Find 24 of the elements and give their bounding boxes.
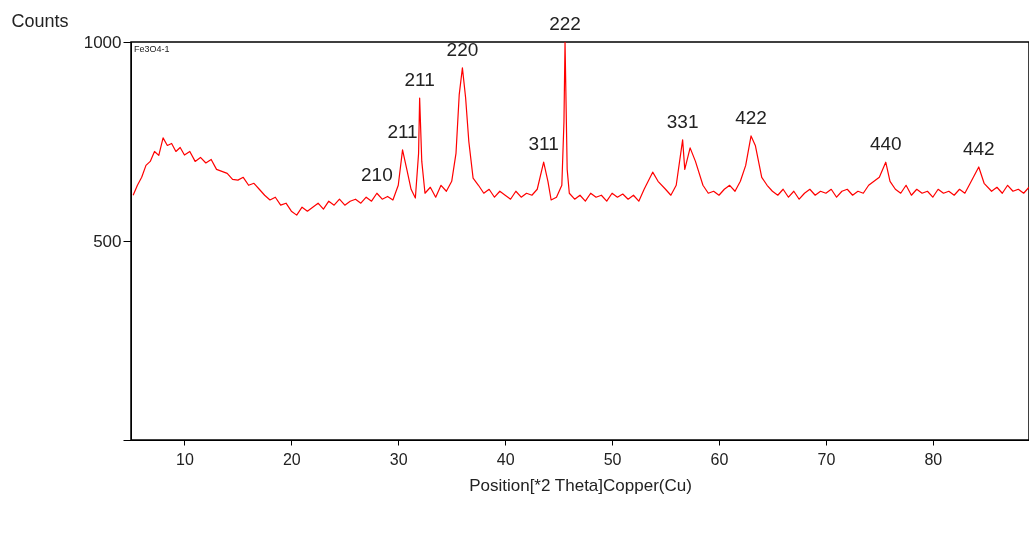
line-series: [132, 42, 1029, 216]
x-tick-label: 50: [603, 450, 622, 468]
y-tick-label: 500: [93, 231, 122, 251]
annotation: 331: [666, 110, 699, 132]
annotation: 220: [446, 38, 479, 60]
x-tick-label: 10: [176, 450, 194, 468]
x-tick-label: 60: [710, 450, 729, 468]
annotation: 210: [361, 164, 393, 186]
annotation: 211: [404, 69, 435, 91]
x-tick-label: 70: [817, 450, 836, 468]
annotation: Fe3O4-1: [134, 44, 170, 54]
y-tick-label: 1000: [83, 32, 122, 52]
annotation: 422: [735, 106, 767, 128]
annotation: 222: [549, 13, 581, 34]
x-axis-title: Position[*2 Theta]Copper(Cu): [469, 475, 692, 495]
annotation: 211: [387, 120, 418, 142]
annotation: 440: [869, 133, 902, 155]
x-tick-label: 40: [496, 450, 515, 468]
x-tick-label: 20: [282, 450, 301, 468]
annotation: 311: [528, 133, 559, 155]
y-axis-title: Counts: [11, 10, 69, 31]
annotation: 442: [962, 137, 995, 159]
x-tick-label: 30: [389, 450, 408, 468]
x-tick-label: 80: [924, 450, 943, 468]
